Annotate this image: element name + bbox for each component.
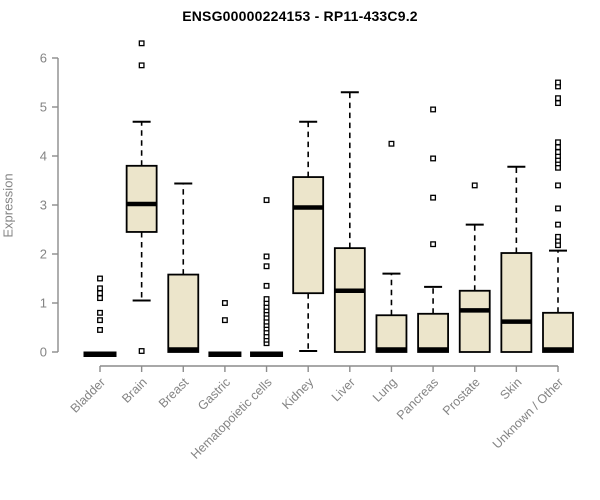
- x-category-label: Kidney: [279, 375, 316, 412]
- x-category-label: Unknown / Other: [490, 375, 566, 451]
- outlier-point: [97, 290, 103, 297]
- iqr-box: [542, 311, 574, 353]
- box-breast: [167, 182, 200, 353]
- outlier-point: [263, 296, 270, 303]
- collapsed-box: [250, 351, 284, 357]
- outlier-point: [138, 62, 145, 69]
- outlier-point: [97, 275, 103, 282]
- outlier-point: [555, 95, 561, 102]
- iqr-box: [167, 273, 200, 353]
- outlier-point: [555, 144, 561, 151]
- box-bladder: [83, 275, 117, 357]
- outlier-point: [138, 40, 145, 47]
- outlier-point: [430, 106, 437, 113]
- outlier-point: [555, 205, 561, 212]
- y-tick-label: 4: [40, 149, 47, 164]
- iqr-box: [500, 252, 533, 353]
- box-gastric: [208, 300, 242, 357]
- y-tick-label: 2: [40, 247, 47, 262]
- iqr-box: [333, 247, 366, 353]
- y-tick-label: 5: [40, 100, 47, 115]
- outlier-point: [263, 197, 270, 204]
- collapsed-box: [208, 351, 242, 357]
- outlier-point: [138, 348, 145, 354]
- box-unknown-other: [542, 79, 574, 353]
- box-brain: [125, 40, 158, 354]
- outlier-point: [430, 194, 437, 201]
- outlier-point: [263, 253, 270, 260]
- outlier-point: [221, 317, 228, 324]
- x-category-label: Hematopoietic cells: [188, 375, 275, 462]
- x-category-label: Gastric: [195, 375, 233, 413]
- outlier-point: [97, 317, 103, 324]
- outlier-point: [263, 263, 270, 270]
- y-tick-label: 6: [40, 51, 47, 66]
- x-category-label: Liver: [329, 375, 358, 404]
- outlier-point: [555, 139, 561, 146]
- x-category-label: Brain: [119, 375, 150, 406]
- box-pancreas: [417, 106, 449, 353]
- outlier-point: [430, 155, 437, 162]
- box-prostate: [458, 182, 491, 353]
- x-category-label: Pancreas: [394, 375, 441, 422]
- x-category-label: Prostate: [440, 375, 483, 418]
- box-skin: [500, 165, 533, 353]
- iqr-box: [375, 314, 408, 353]
- outlier-point: [263, 282, 270, 289]
- outlier-point: [555, 149, 561, 156]
- outlier-point: [430, 241, 437, 248]
- x-category-label: Bladder: [68, 375, 108, 415]
- box-hematopoietic-cells: [250, 197, 284, 357]
- box-lung: [375, 140, 408, 353]
- outlier-point: [97, 309, 103, 316]
- outlier-point: [555, 79, 561, 86]
- x-category-label: Lung: [370, 375, 400, 405]
- outlier-point: [471, 182, 478, 189]
- outlier-point: [97, 295, 103, 302]
- y-tick-label: 3: [40, 198, 47, 213]
- collapsed-box: [83, 351, 117, 357]
- iqr-box: [292, 176, 325, 295]
- box-liver: [333, 91, 366, 353]
- outlier-point: [555, 100, 561, 107]
- x-category-label: Skin: [497, 375, 524, 402]
- outlier-point: [555, 233, 561, 240]
- box-kidney: [292, 120, 325, 353]
- iqr-box: [417, 312, 449, 353]
- iqr-box: [458, 289, 491, 353]
- outlier-point: [555, 221, 561, 228]
- y-tick-label: 0: [40, 345, 47, 360]
- outlier-point: [97, 326, 103, 333]
- outlier-point: [97, 285, 103, 292]
- y-tick-label: 1: [40, 296, 47, 311]
- chart-title: ENSG00000224153 - RP11-433C9.2: [182, 8, 418, 24]
- outlier-point: [555, 182, 561, 189]
- iqr-box: [125, 164, 158, 233]
- outlier-point: [388, 140, 395, 147]
- x-category-label: Breast: [156, 375, 192, 411]
- outlier-point: [221, 300, 228, 306]
